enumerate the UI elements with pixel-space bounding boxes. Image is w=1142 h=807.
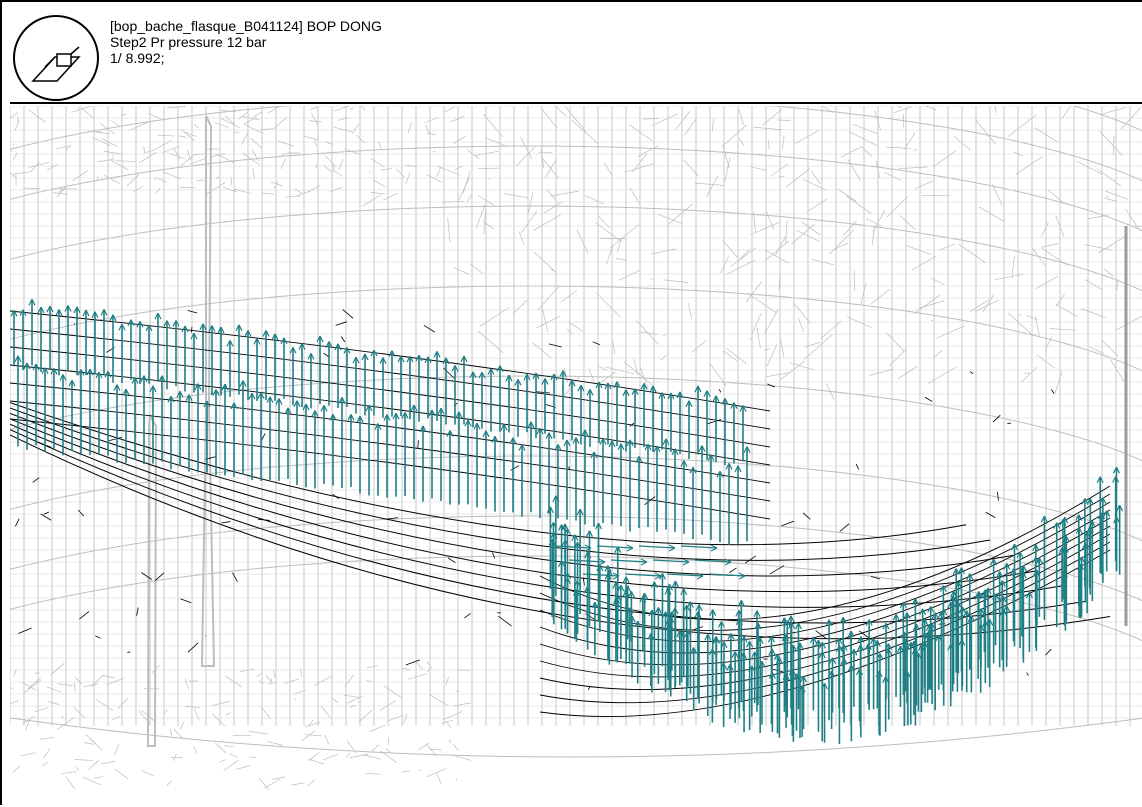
scale-line: 1/ 8.992; [110,50,382,66]
title-block: [bop_bache_flasque_B041124] BOP DONG Ste… [110,18,382,66]
selected-flange-mesh [10,309,1110,716]
3d-viewport[interactable] [10,106,1142,807]
view-orientation-icon[interactable] [11,13,101,103]
model-name-line: [bop_bache_flasque_B041124] BOP DONG [110,18,382,34]
mesh-render[interactable] [10,106,1142,807]
info-header: [bop_bache_flasque_B041124] BOP DONG Ste… [10,4,1142,104]
load-step-line: Step2 Pr pressure 12 bar [110,34,382,50]
